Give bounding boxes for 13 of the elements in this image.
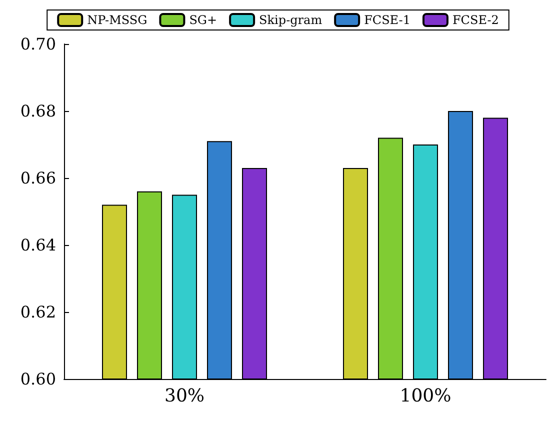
y-tick-label: 0.62: [20, 302, 56, 322]
x-tick-label: 30%: [164, 386, 205, 406]
y-tick-label: 0.66: [20, 168, 56, 188]
legend-label: Skip-gram: [259, 13, 323, 27]
y-tick-label: 0.68: [20, 102, 56, 120]
legend-label: FCSE-2: [452, 13, 499, 27]
legend-label: SG+: [189, 13, 218, 27]
y-tick-label: 0.70: [20, 34, 56, 54]
legend-label: NP-MSSG: [87, 13, 148, 27]
y-tick-label: 0.60: [20, 370, 56, 388]
y-tick-label: 0.64: [20, 236, 56, 254]
x-tick-label: 100%: [400, 386, 452, 406]
legend-label: FCSE-1: [364, 13, 410, 27]
